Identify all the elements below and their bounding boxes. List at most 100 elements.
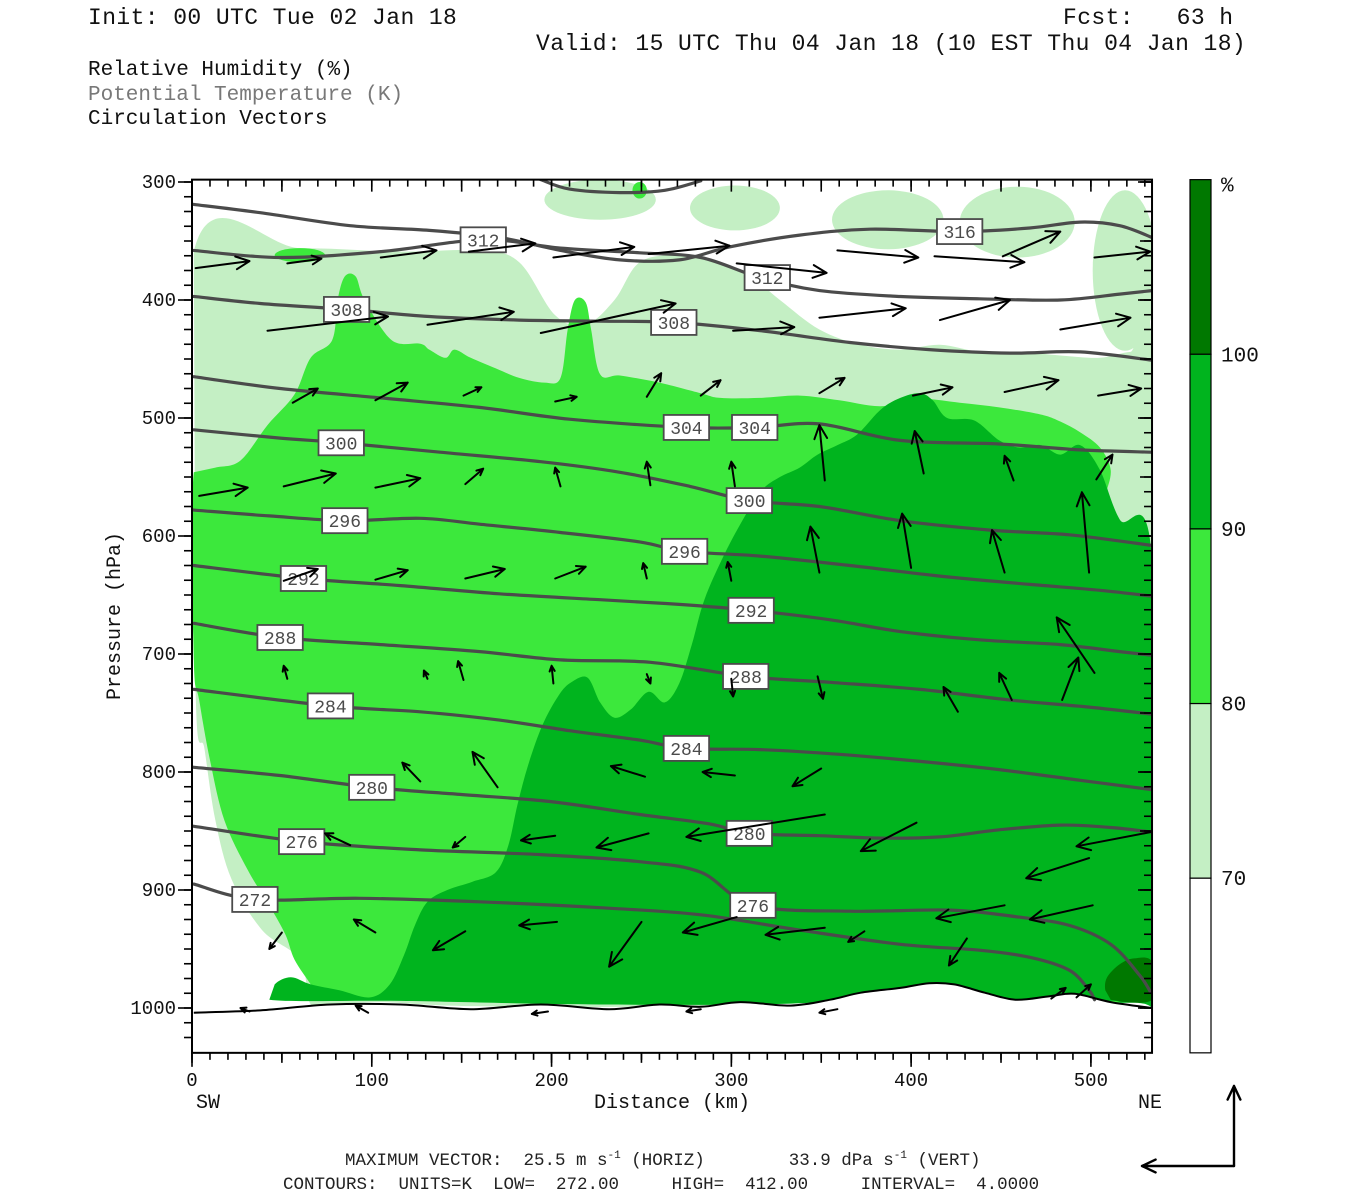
plot-frame xyxy=(191,178,1154,1054)
theta-contour-label-box xyxy=(317,429,365,457)
circulation-arrow xyxy=(818,302,907,319)
circulation-arrow xyxy=(818,1008,839,1016)
field-label-potential-temperature: Potential Temperature (K) xyxy=(88,84,404,107)
rh-70-80-patch xyxy=(832,190,944,250)
circulation-arrow xyxy=(725,561,733,582)
circulation-arrow xyxy=(451,835,467,849)
colorbar: % 100 90 80 70 xyxy=(1189,176,1259,1054)
colorbar-units-label: % xyxy=(1221,176,1234,199)
below-surface-mask xyxy=(193,982,1153,1053)
rh-90-100-region xyxy=(269,393,1153,1034)
circulation-arrow xyxy=(836,249,920,264)
circulation-arrow xyxy=(422,669,430,680)
circulation-arrow xyxy=(1140,1158,1236,1174)
x-axis-title: Distance (km) xyxy=(594,1092,750,1115)
circulation-arrow xyxy=(518,918,558,931)
circulation-arrow xyxy=(641,562,648,580)
circulation-arrow xyxy=(1097,383,1143,397)
theta-contour-label: 312 xyxy=(467,232,499,252)
axes-layer: 300 400 500 600 700 800 900 1000 0 100 200 300 400 50… xyxy=(104,172,1162,1115)
circulation-arrow xyxy=(464,467,485,486)
circulation-arrow xyxy=(847,930,866,943)
x-tick-label: 200 xyxy=(534,1070,568,1092)
y-tick-label: 1000 xyxy=(130,998,176,1020)
x-axis-end-sw: SW xyxy=(196,1092,220,1115)
rh-shading-layer xyxy=(192,179,1153,1053)
circulation-arrow xyxy=(1059,312,1132,331)
circulation-arrow xyxy=(282,469,337,488)
circulation-arrow xyxy=(1075,491,1091,574)
circulation-arrow xyxy=(816,675,826,700)
circulation-arrow xyxy=(239,1006,251,1014)
colorbar-segment xyxy=(1189,702,1212,879)
theta-contour-label-box xyxy=(306,692,355,720)
circulation-arrow xyxy=(374,381,409,402)
circulation-arrow xyxy=(520,833,557,845)
circulation-arrow xyxy=(1025,857,1091,882)
circulation-arrow xyxy=(352,918,377,934)
theta-contour-316 xyxy=(192,202,1153,263)
circulation-arrow xyxy=(401,761,422,783)
circulation-arrow xyxy=(732,320,796,336)
y-tick-label: 700 xyxy=(142,644,176,666)
circulation-arrow xyxy=(685,813,826,842)
circulation-arrow xyxy=(729,677,737,698)
x-axis-end-ne: NE xyxy=(1138,1092,1162,1115)
theta-contour-312 xyxy=(192,238,1153,302)
circulation-arrow xyxy=(552,241,636,259)
theta-contour-label: 280 xyxy=(733,826,765,846)
max-vector-vert: (HORIZ) 33.9 dPa s xyxy=(620,1150,894,1171)
theta-contour-label: 284 xyxy=(314,698,346,718)
circulation-arrow xyxy=(897,512,913,569)
theta-contour-label-box xyxy=(231,886,279,913)
colorbar-tick-label: 70 xyxy=(1221,869,1246,892)
circulation-arrow xyxy=(935,904,1006,924)
circulation-arrow xyxy=(1093,245,1152,261)
field-label-circulation-vectors: Circulation Vectors xyxy=(88,108,328,131)
circulation-arrow xyxy=(266,310,389,332)
circulation-arrow xyxy=(685,1007,702,1015)
theta-contour-label-box xyxy=(725,487,773,515)
circulation-arrow xyxy=(374,474,422,489)
circulation-arrow xyxy=(1061,656,1081,701)
theta-contour-label: 312 xyxy=(751,270,783,290)
max-vector-unit: (VERT) xyxy=(907,1150,981,1171)
theta-contour-label: 300 xyxy=(325,435,357,455)
circulation-arrow xyxy=(1226,1084,1242,1168)
circulation-arrow xyxy=(609,763,646,778)
theta-contour-label: 276 xyxy=(285,834,317,854)
circulation-arrow xyxy=(1075,983,1092,999)
rh-80-90-patch xyxy=(632,182,647,199)
surface-line xyxy=(193,981,1153,1014)
circulation-arrow xyxy=(813,424,829,482)
circulation-arrow xyxy=(595,832,650,852)
theta-contour-label: 296 xyxy=(668,544,700,564)
x-tick-label: 0 xyxy=(186,1070,197,1092)
circulation-arrow xyxy=(379,244,438,260)
init-time-label: Init: 00 UTC Tue 02 Jan 18 xyxy=(88,5,458,31)
circulation-arrow xyxy=(286,254,323,266)
circulation-arrow xyxy=(791,767,823,788)
sup-2: -1 xyxy=(893,1150,907,1162)
theta-contour-320 xyxy=(539,179,703,195)
theta-contour-label-box xyxy=(348,773,396,801)
circulation-arrow xyxy=(291,387,319,404)
x-tick-label: 500 xyxy=(1074,1070,1108,1092)
circulation-arrow xyxy=(1003,375,1060,393)
x-tick-label: 300 xyxy=(714,1070,748,1092)
max-vector-caption: MAXIMUM VECTOR: 25.5 m s -1 (HORIZ) 33.9 … xyxy=(345,1150,981,1171)
circulation-arrow xyxy=(701,767,736,779)
circulation-arrow xyxy=(471,750,499,789)
y-tick-label: 800 xyxy=(142,762,176,784)
theta-contour-label-box xyxy=(743,264,791,291)
circulation-arrow xyxy=(198,482,249,498)
colorbar-segment xyxy=(1189,179,1212,355)
theta-contour-label: 316 xyxy=(943,224,975,244)
circulation-arrow xyxy=(194,255,251,271)
max-vector-horiz: MAXIMUM VECTOR: 25.5 m s xyxy=(345,1150,608,1171)
circulation-arrow xyxy=(1095,453,1114,481)
circulation-arrow xyxy=(431,930,467,952)
circulation-arrow xyxy=(1002,454,1015,482)
circulation-arrow xyxy=(608,920,643,968)
